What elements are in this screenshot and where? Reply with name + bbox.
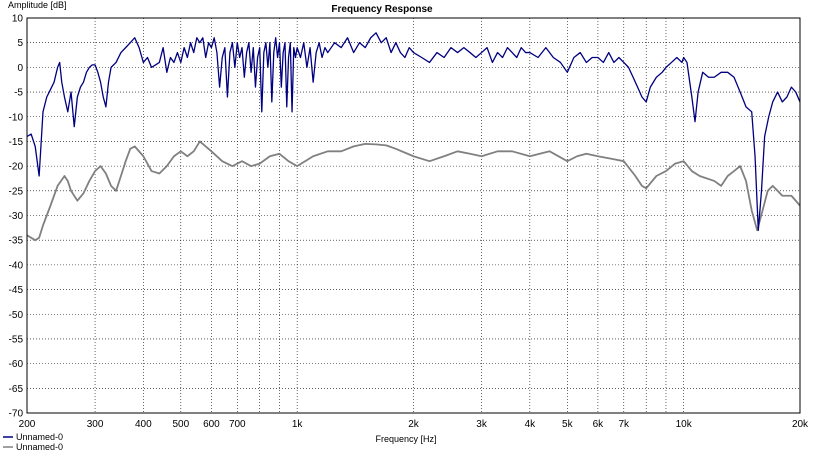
x-tick-label: 2k — [408, 419, 420, 430]
x-tick-label: 300 — [87, 419, 104, 430]
x-tick-label: 500 — [172, 419, 189, 430]
x-tick-label: 10k — [676, 419, 693, 430]
legend-entry: Unnamed-0 — [16, 432, 63, 442]
plot-area-border — [26, 17, 801, 414]
y-tick-label: -35 — [9, 236, 24, 247]
y-tick-label: -60 — [9, 359, 24, 370]
legend-entry: Unnamed-0 — [16, 442, 63, 452]
x-tick-label: 6k — [593, 419, 605, 430]
y-tick-label: -10 — [9, 112, 24, 123]
x-tick-label: 5k — [562, 419, 574, 430]
y-tick-label: -40 — [9, 260, 24, 271]
y-tick-label: -5 — [14, 88, 23, 99]
series-lines — [26, 32, 801, 242]
series-line-navy — [26, 32, 801, 231]
x-tick-label: 600 — [203, 419, 220, 430]
y-tick-label: -15 — [9, 137, 24, 148]
y-tick-label: -50 — [9, 310, 24, 321]
x-tick-label: 1k — [292, 419, 304, 430]
x-tick-label: 4k — [525, 419, 537, 430]
x-tick-label: 7k — [619, 419, 631, 430]
y-tick-label: -30 — [9, 211, 24, 222]
x-tick-label: 400 — [135, 419, 152, 430]
chart-title: Frequency Response — [331, 4, 433, 15]
y-tick-label: 5 — [17, 38, 23, 49]
y-tick-label: -20 — [9, 162, 24, 173]
x-axis-label: Frequency [Hz] — [375, 434, 436, 444]
y-tick-labels: 10 5 0 -5 -10 -15 -20 -25 -30 -35 -40 -45 -50 -55 -60 -… — [9, 14, 24, 420]
series-line-gray — [26, 140, 801, 242]
y-tick-label: 0 — [17, 63, 23, 74]
y-tick-label: -55 — [9, 334, 24, 345]
x-tick-labels: 200 300 400 500 600 700 1k 2k 3k 4k 5k 6k 7k 10k 20k — [19, 419, 809, 430]
y-tick-label: -65 — [9, 384, 24, 395]
y-tick-label: -45 — [9, 285, 24, 296]
x-tick-label: 200 — [19, 419, 36, 430]
x-tick-label: 3k — [476, 419, 488, 430]
x-tick-label: 700 — [229, 419, 246, 430]
y-tick-label: -70 — [9, 409, 24, 420]
y-tick-label: 10 — [12, 14, 24, 25]
y-tick-label: -25 — [9, 186, 24, 197]
x-tick-label: 20k — [792, 419, 809, 430]
y-axis-label: Amplitude [dB] — [8, 0, 67, 10]
